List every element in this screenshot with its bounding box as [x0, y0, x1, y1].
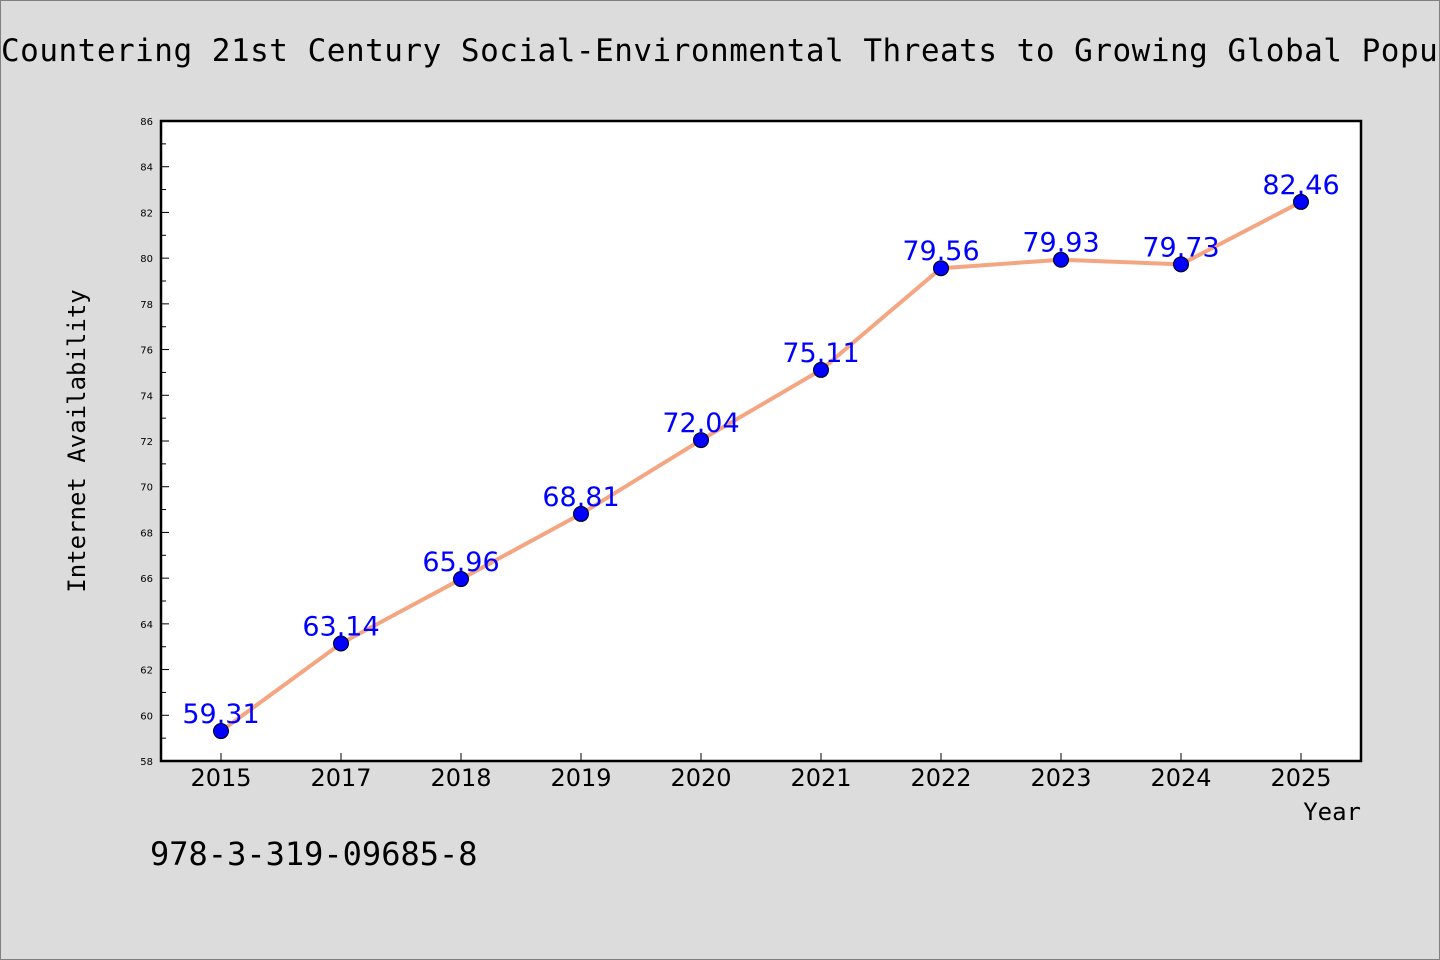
- y-tick-label: 82: [140, 208, 153, 219]
- data-point: [573, 505, 589, 522]
- x-axis-label: Year: [1303, 798, 1361, 826]
- data-point: [213, 723, 229, 740]
- y-tick-label: 70: [140, 483, 153, 494]
- data-point: [1053, 251, 1069, 268]
- chart-title: Countering 21st Century Social-Environme…: [1, 33, 1440, 69]
- data-point: [1173, 256, 1189, 273]
- data-point: [1293, 193, 1309, 210]
- data-point: [933, 260, 949, 277]
- x-tick-label: 2023: [1030, 764, 1091, 792]
- y-tick-label: 62: [140, 666, 153, 677]
- x-tick-label: 2015: [190, 764, 251, 792]
- x-tick-label: 2025: [1270, 764, 1331, 792]
- y-tick-label: 80: [140, 254, 153, 265]
- x-tick-label: 2017: [310, 764, 371, 792]
- y-tick-label: 58: [140, 757, 153, 768]
- series-line: [219, 199, 1303, 734]
- data-point: [333, 635, 349, 652]
- x-tick-label: 2020: [670, 764, 731, 792]
- y-tick-label: 76: [140, 346, 153, 357]
- y-tick-label: 60: [140, 711, 153, 722]
- isbn-label: 978-3-319-09685-8: [150, 835, 478, 873]
- data-point: [693, 432, 709, 449]
- y-tick-label: 74: [140, 391, 153, 402]
- data-point: [813, 361, 829, 378]
- y-axis-label: Internet Availability: [63, 289, 91, 592]
- x-tick-label: 2024: [1150, 764, 1211, 792]
- x-tick-label: 2019: [550, 764, 611, 792]
- x-tick-label: 2021: [790, 764, 851, 792]
- data-point: [453, 571, 469, 588]
- y-tick-label: 66: [140, 574, 153, 585]
- y-tick-label: 86: [140, 117, 153, 128]
- x-tick-label: 2022: [910, 764, 971, 792]
- y-tick-label: 64: [140, 620, 153, 631]
- y-tick-label: 78: [140, 300, 153, 311]
- plot-area: [159, 119, 1363, 763]
- y-tick-label: 68: [140, 528, 153, 539]
- x-tick-label: 2018: [430, 764, 491, 792]
- y-tick-label: 84: [140, 163, 153, 174]
- y-tick-label: 72: [140, 437, 153, 448]
